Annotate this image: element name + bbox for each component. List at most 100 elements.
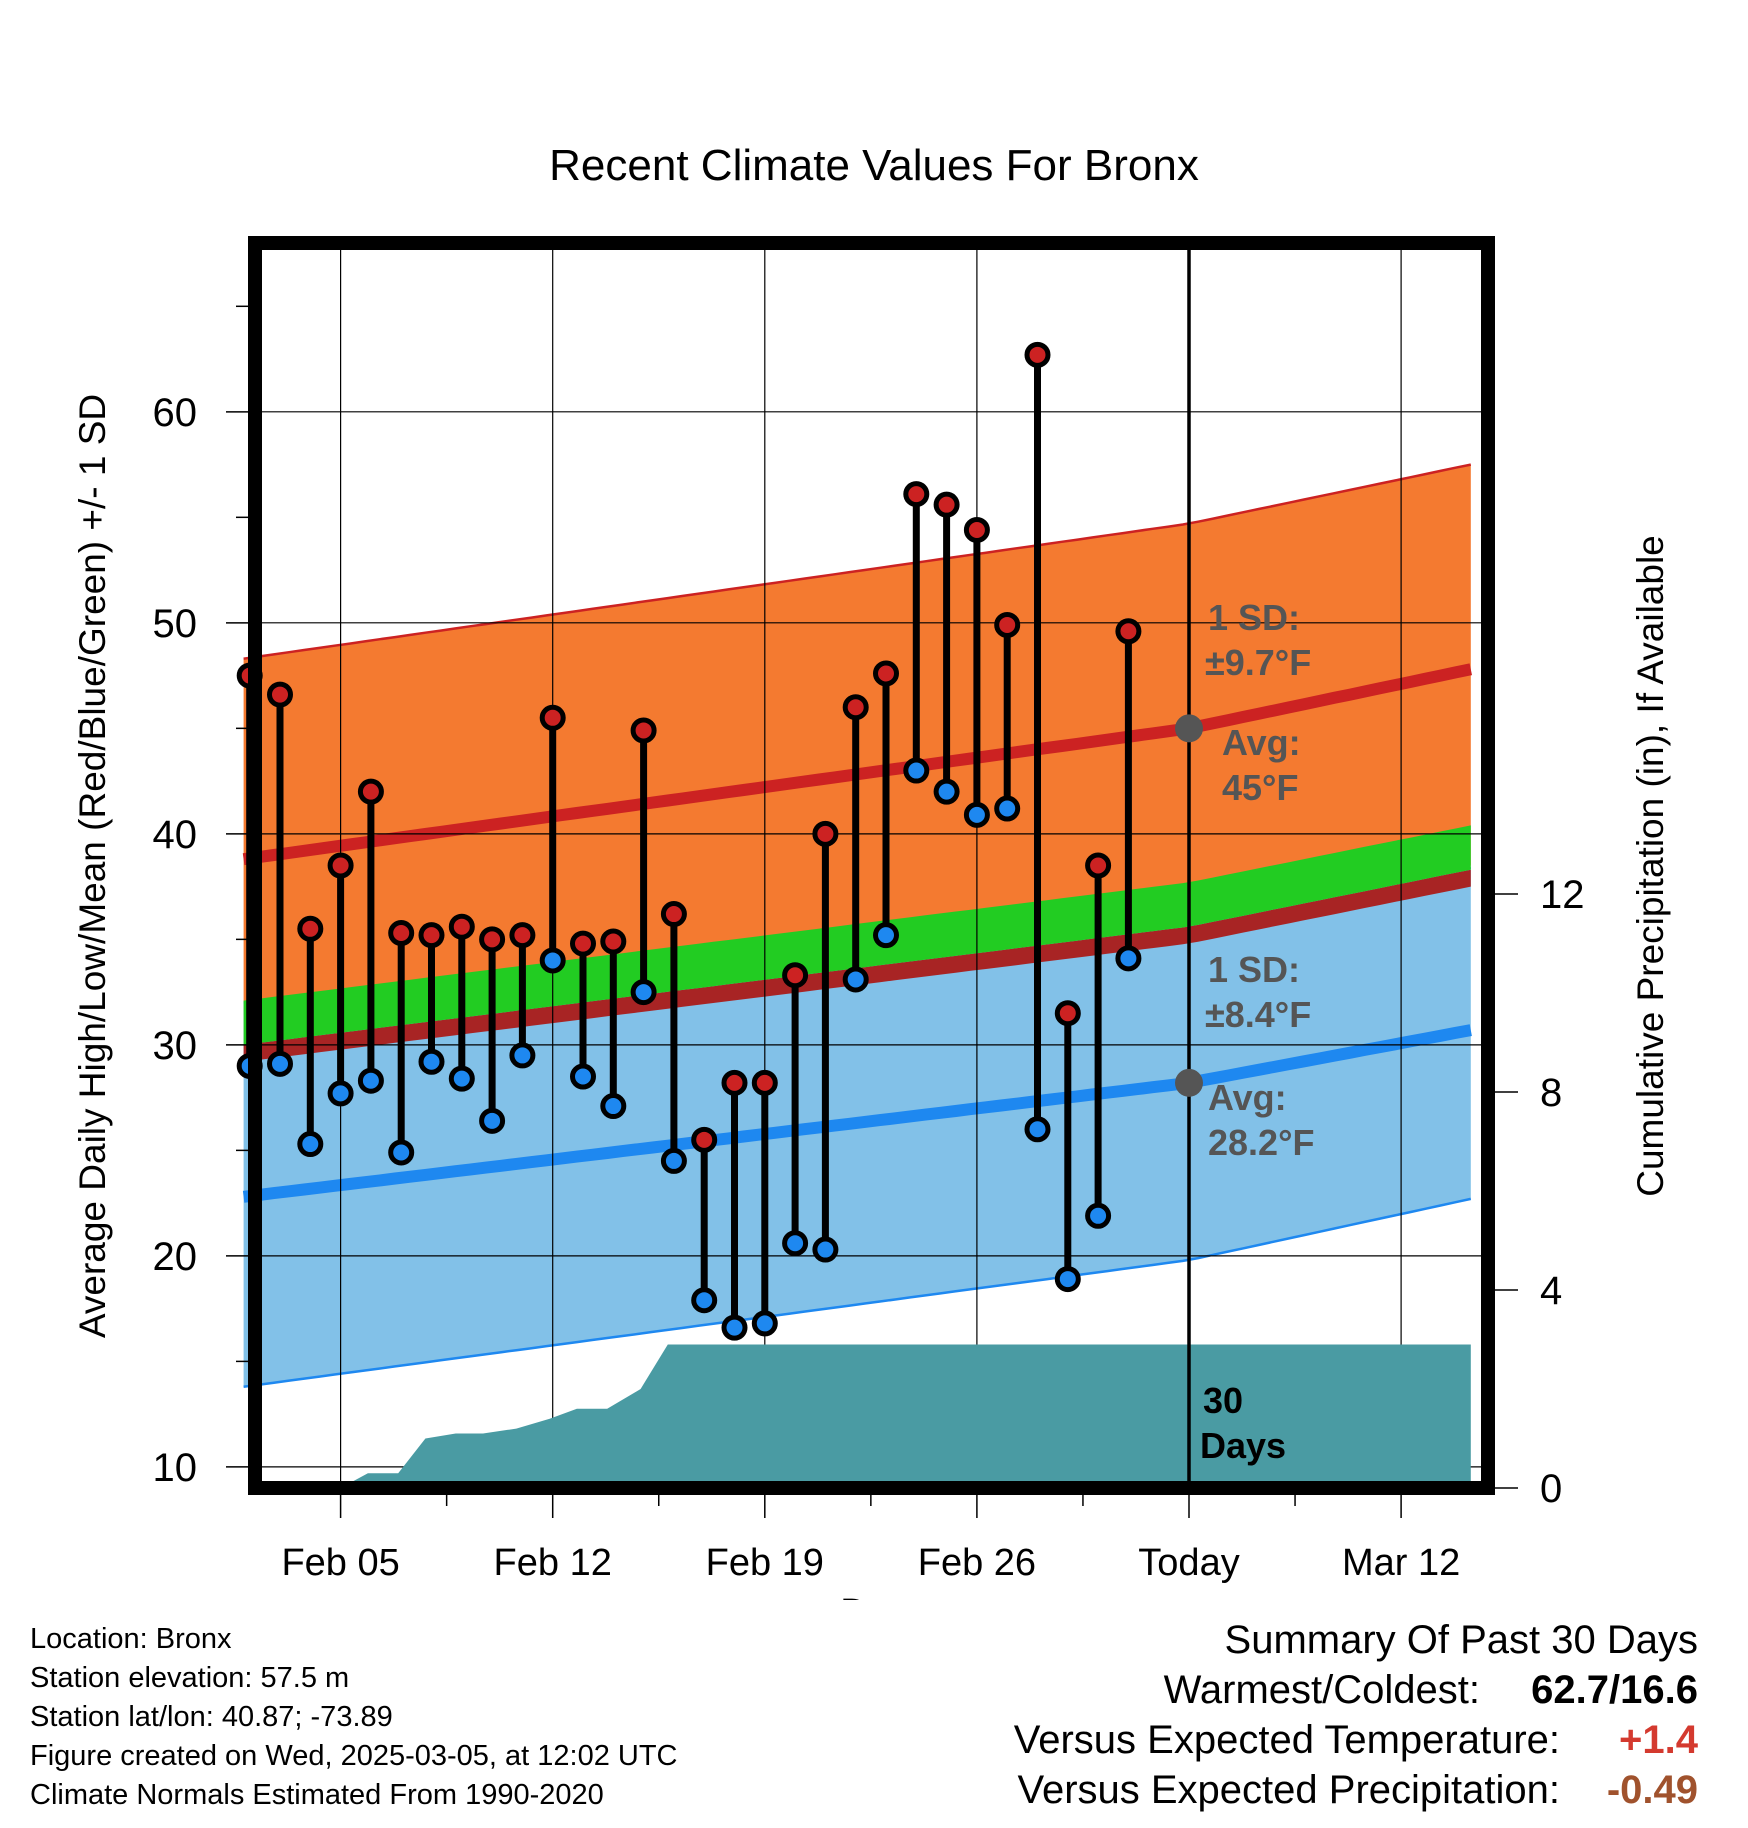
- x-tick-label: Feb 26: [918, 1542, 1036, 1584]
- mean-band-edge: [243, 869, 1471, 1062]
- low-average-line: [242, 1024, 1472, 1203]
- x-tick-label: Today: [1138, 1542, 1239, 1584]
- plot-border: [248, 236, 1495, 1495]
- high-point: [479, 926, 506, 953]
- low-sd-label: 1 SD:: [1208, 949, 1300, 990]
- summary-warmest-value: 62.7/16.6: [1531, 1668, 1698, 1712]
- x-tick-label: Feb 19: [706, 1542, 824, 1584]
- high-avg-value: 45°F: [1222, 767, 1298, 808]
- high-point: [509, 922, 536, 949]
- high-point: [630, 717, 657, 744]
- low-point: [691, 1287, 718, 1314]
- y-tick-label: 30: [153, 1024, 198, 1068]
- low-point: [933, 778, 960, 805]
- summary-panel: Summary Of Past 30 Days Warmest/Coldest:…: [1014, 1615, 1698, 1815]
- low-point: [1085, 1202, 1112, 1229]
- y-tick-label: 50: [153, 602, 198, 646]
- high-upper-edge: [243, 463, 1472, 660]
- high-point: [539, 704, 566, 731]
- low-point: [660, 1147, 687, 1174]
- info-location: Location: Bronx: [30, 1623, 232, 1655]
- y-tick-label: 10: [153, 1446, 198, 1490]
- plot-frame: [248, 236, 1495, 1495]
- y-tick-label: 60: [153, 391, 198, 435]
- high-point: [963, 516, 990, 543]
- high-point: [660, 901, 687, 928]
- high-sd-value: ±9.7°F: [1205, 642, 1311, 683]
- high-point: [600, 928, 627, 955]
- high-point: [1054, 1000, 1081, 1027]
- days-count-number: 30: [1203, 1380, 1243, 1421]
- summary-warmest-label: Warmest/Coldest:: [1163, 1668, 1480, 1712]
- high-point: [448, 913, 475, 940]
- y-right-axis-title: Cumulative Precipitation (in), If Availa…: [1630, 535, 1671, 1197]
- x-tick-label: Feb 12: [494, 1542, 612, 1584]
- info-latlon: Station lat/lon: 40.87; -73.89: [30, 1701, 393, 1733]
- today-high-avg-dot: [1175, 714, 1203, 743]
- info-normals: Climate Normals Estimated From 1990-2020: [30, 1779, 604, 1811]
- chart-title: Recent Climate Values For Bronx: [549, 141, 1199, 190]
- low-point: [963, 801, 990, 828]
- low-point: [842, 966, 869, 993]
- today-marker: [1175, 243, 1203, 1488]
- low-point: [388, 1139, 415, 1166]
- high-point: [388, 920, 415, 947]
- high-point: [327, 852, 354, 879]
- low-point: [782, 1230, 809, 1257]
- daily-points: [236, 341, 1142, 1341]
- low-point: [751, 1310, 778, 1337]
- high-point: [1085, 852, 1112, 879]
- high-point: [903, 481, 930, 508]
- high-sd-label: 1 SD:: [1208, 597, 1300, 638]
- low-point: [812, 1236, 839, 1263]
- high-avg-label: Avg:: [1222, 722, 1301, 763]
- low-point: [1115, 945, 1142, 972]
- summary-precip-value: -0.49: [1606, 1768, 1698, 1812]
- high-point: [812, 820, 839, 847]
- summary-temp-value: +1.4: [1619, 1718, 1698, 1762]
- low-sd-value: ±8.4°F: [1205, 994, 1311, 1035]
- low-point: [1024, 1116, 1051, 1143]
- high-point: [842, 694, 869, 721]
- y-right-tick-label: 0: [1540, 1467, 1562, 1511]
- x-axis-title: Day: [840, 1592, 908, 1600]
- high-point: [297, 915, 324, 942]
- low-point: [721, 1314, 748, 1341]
- axes: 10 20 30 40 50 60 0 4 8 12 Feb 05 Feb 12 Feb 19 Feb 2…: [72, 305, 1671, 1600]
- low-point: [479, 1107, 506, 1134]
- high-point: [933, 491, 960, 518]
- high-point: [357, 778, 384, 805]
- today-low-avg-dot: [1175, 1068, 1203, 1097]
- summary-temp-label: Versus Expected Temperature:: [1013, 1718, 1560, 1762]
- info-elevation: Station elevation: 57.5 m: [30, 1662, 350, 1694]
- precipitation-area: [243, 1344, 1471, 1488]
- low-avg-value: 28.2°F: [1208, 1122, 1314, 1163]
- low-point: [1054, 1266, 1081, 1293]
- high-point: [1024, 341, 1051, 368]
- low-point: [448, 1065, 475, 1092]
- high-point: [418, 922, 445, 949]
- low-point: [570, 1063, 596, 1090]
- high-point: [873, 660, 899, 687]
- summary-temp-row: Versus Expected Temperature: +1.4: [1014, 1715, 1698, 1765]
- high-point: [691, 1126, 718, 1153]
- high-point: [751, 1069, 778, 1096]
- low-point: [267, 1050, 293, 1077]
- high-point: [570, 930, 596, 957]
- low-point: [327, 1080, 354, 1107]
- station-info: Location: Bronx Station elevation: 57.5 …: [30, 1620, 678, 1815]
- y-right-tick-label: 8: [1540, 1071, 1562, 1115]
- summary-precip-label: Versus Expected Precipitation:: [1017, 1768, 1560, 1812]
- low-point: [873, 922, 899, 949]
- x-tick-label: Mar 12: [1342, 1542, 1460, 1584]
- low-point: [357, 1067, 384, 1094]
- low-point: [600, 1093, 627, 1120]
- high-point: [1115, 618, 1142, 645]
- low-lower-edge: [243, 1197, 1472, 1388]
- days-count-word: Days: [1200, 1425, 1286, 1466]
- x-tick-label: Feb 05: [281, 1542, 399, 1584]
- low-point: [509, 1042, 536, 1069]
- y-right-tick-label: 4: [1540, 1269, 1562, 1313]
- climate-chart: Recent Climate Values For Bronx 10203040…: [72, 141, 1671, 1600]
